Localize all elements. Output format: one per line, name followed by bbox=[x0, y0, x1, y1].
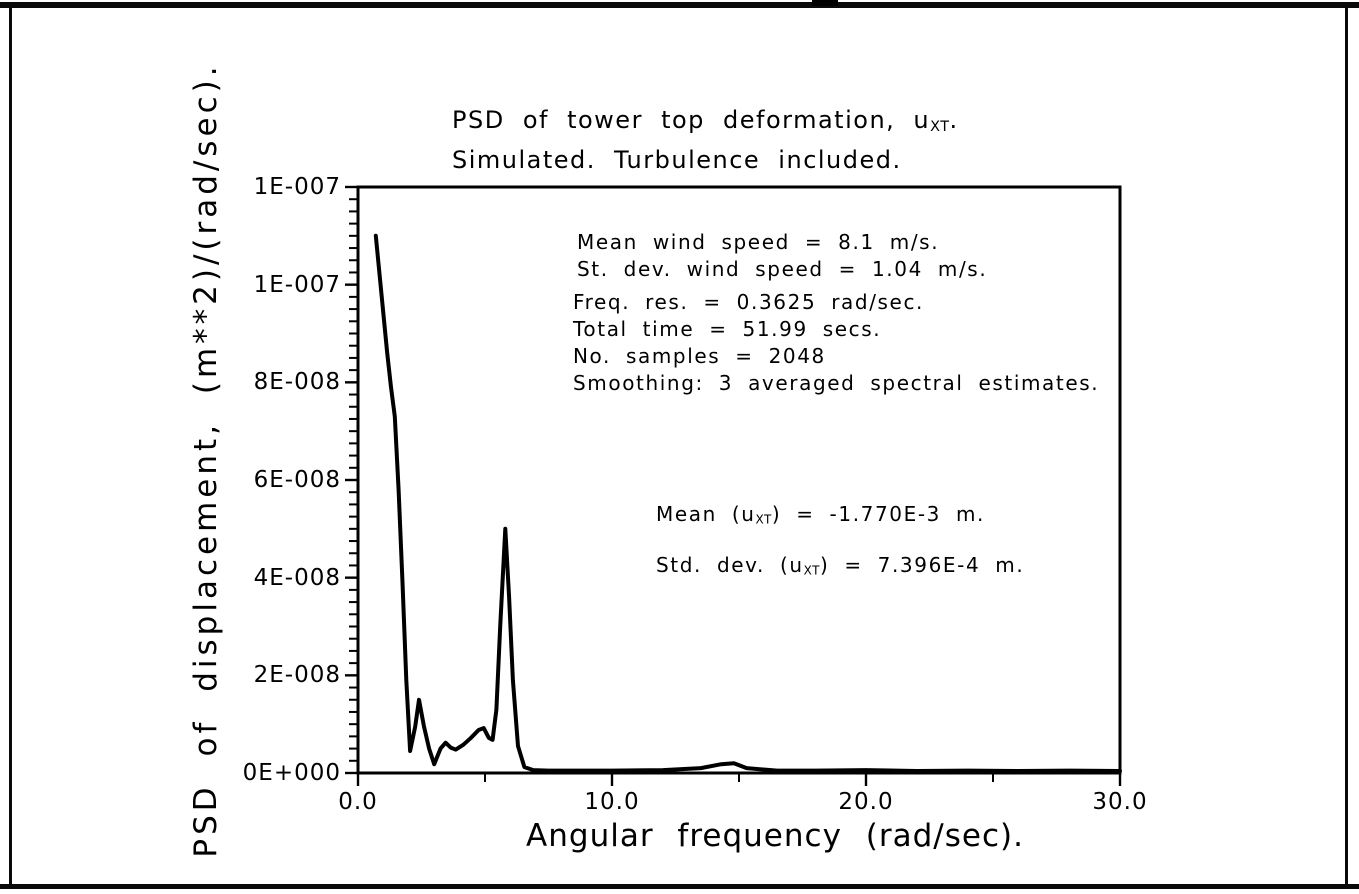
scan-artifact bbox=[812, 0, 838, 6]
num-samples: No. samples = 2048 bbox=[573, 344, 826, 368]
psd-plot-area bbox=[345, 185, 1122, 786]
mean-wind-speed: Mean wind speed = 8.1 m/s. bbox=[577, 230, 940, 254]
signal-annotation: Freq. res. = 0.3625 rad/sec. Total time … bbox=[573, 289, 1099, 397]
x-tick-label: 30.0 bbox=[1092, 789, 1148, 815]
figure-border-left bbox=[9, 2, 12, 889]
y-tick-label: 1E-007 bbox=[253, 174, 341, 200]
y-tick-label: 2E-008 bbox=[253, 662, 341, 689]
chart-title-line1: PSD of tower top deformation, uXT. bbox=[452, 106, 959, 136]
stats-annotation: Mean (uXT) = -1.770E-3 m. Std. dev. (uXT… bbox=[656, 492, 1024, 593]
wind-annotation: Mean wind speed = 8.1 m/s. St. dev. wind… bbox=[577, 229, 987, 283]
figure-border-top bbox=[0, 2, 1359, 8]
freq-resolution: Freq. res. = 0.3625 rad/sec. bbox=[573, 290, 925, 314]
figure-border-bottom bbox=[0, 884, 1359, 889]
y-tick-label: 4E-008 bbox=[253, 564, 341, 591]
x-tick-label: 20.0 bbox=[838, 789, 894, 815]
chart-title: PSD of tower top deformation, uXT. Simul… bbox=[452, 104, 959, 177]
stdev-displacement: Std. dev. (uXT) = 7.396E-4 m. bbox=[656, 552, 1025, 578]
stdev-wind-speed: St. dev. wind speed = 1.04 m/s. bbox=[577, 257, 988, 281]
y-tick-label: 1E-007 bbox=[253, 271, 341, 298]
x-tick-label: 10.0 bbox=[584, 789, 640, 815]
y-tick-label: 6E-008 bbox=[253, 467, 341, 493]
x-axis-title: Angular frequency (rad/sec). bbox=[526, 818, 1024, 854]
smoothing: Smoothing: 3 averaged spectral estimates… bbox=[573, 371, 1100, 395]
y-tick-label: 0E+000 bbox=[242, 760, 341, 786]
figure-border-right bbox=[1345, 2, 1348, 889]
total-time: Total time = 51.99 secs. bbox=[573, 317, 882, 341]
chart-title-line2: Simulated. Turbulence included. bbox=[452, 146, 902, 175]
y-axis-title: PSD of displacement, (m**2)/(rad/sec). bbox=[188, 62, 224, 858]
x-tick-label: 0.0 bbox=[338, 789, 378, 815]
axes-box bbox=[356, 185, 1122, 775]
mean-displacement: Mean (uXT) = -1.770E-3 m. bbox=[656, 502, 985, 527]
y-tick-label: 8E-008 bbox=[253, 369, 341, 396]
psd-curve bbox=[373, 233, 1122, 773]
